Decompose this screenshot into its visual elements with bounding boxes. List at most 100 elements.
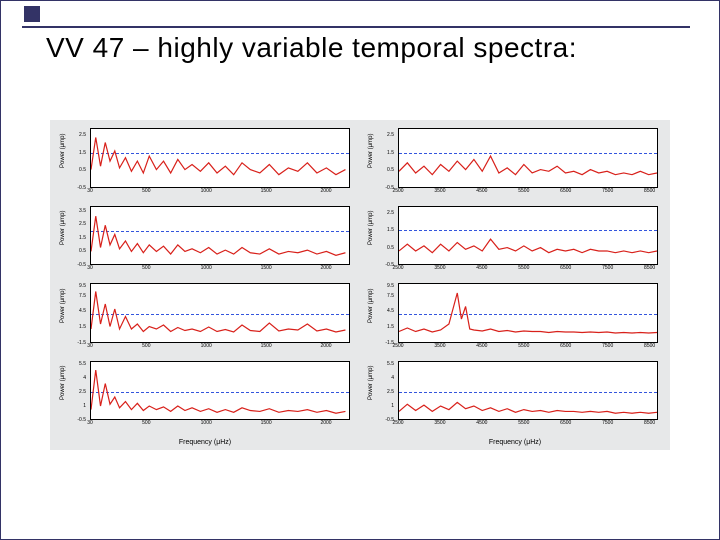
xtick-label: 1000 — [201, 343, 212, 349]
ytick-label: 2.5 — [387, 389, 394, 395]
xtick-label: 3500 — [434, 343, 445, 349]
xtick-label: 2500 — [392, 265, 403, 271]
xtick-label: 2000 — [320, 188, 331, 194]
xtick-label: 6500 — [560, 343, 571, 349]
xtick-label: 500 — [142, 188, 150, 194]
yaxis-label: Power (μmp) — [60, 390, 66, 400]
plot-box — [398, 128, 658, 188]
xtick-label: 2500 — [392, 343, 403, 349]
yaxis-label: Power (μmp) — [60, 158, 66, 168]
yaxis-ticks: -0.50.51.52.5 — [380, 206, 396, 266]
ytick-label: 1.5 — [387, 150, 394, 156]
ytick-label: 2.5 — [79, 389, 86, 395]
power-spectrum-line — [399, 129, 657, 187]
xtick-label: 7500 — [602, 265, 613, 271]
power-spectrum-line — [399, 284, 657, 342]
ytick-label: 2.5 — [387, 210, 394, 216]
xtick-label: 4500 — [476, 343, 487, 349]
yaxis-ticks: -0.50.51.52.53.5 — [72, 206, 88, 266]
ytick-label: 0.5 — [387, 245, 394, 251]
spectrum-panel: Power (μmp)-1.51.54.57.59.52500350045005… — [366, 281, 662, 355]
spectrum-panel: Power (μmp)-0.512.545.525003500450055006… — [366, 359, 662, 433]
xtick-label: 1500 — [261, 265, 272, 271]
ytick-label: -0.5 — [77, 185, 86, 191]
ytick-label: 7.5 — [387, 293, 394, 299]
yaxis-label: Power (μmp) — [368, 158, 374, 168]
xaxis-ticks: 2500350045005500650075008500 — [398, 265, 658, 275]
xtick-label: 3500 — [434, 420, 445, 426]
ytick-label: 0.5 — [79, 248, 86, 254]
plot-box — [90, 283, 350, 343]
xtick-label: 8500 — [644, 343, 655, 349]
xtick-label: 30 — [87, 265, 93, 271]
xtick-label: 2500 — [392, 420, 403, 426]
ytick-label: 5.5 — [79, 361, 86, 367]
yaxis-label: Power (μmp) — [368, 313, 374, 323]
yaxis-ticks: -1.51.54.57.59.5 — [72, 283, 88, 343]
xtick-label: 2000 — [320, 420, 331, 426]
xtick-label: 500 — [142, 265, 150, 271]
spectrum-panel: Power (μmp)-0.50.51.52.53.53050010001500… — [58, 204, 354, 278]
chart-grid: Frequency (μHz) Frequency (μHz) Power (μ… — [50, 120, 670, 450]
ytick-label: 0.5 — [79, 167, 86, 173]
xtick-label: 6500 — [560, 265, 571, 271]
xtick-label: 6500 — [560, 420, 571, 426]
ytick-label: 1 — [391, 403, 394, 409]
xtick-label: 1000 — [201, 265, 212, 271]
xtick-label: 30 — [87, 343, 93, 349]
yaxis-label: Power (μmp) — [368, 235, 374, 245]
ytick-label: 9.5 — [79, 283, 86, 289]
title-underline — [22, 26, 690, 28]
xtick-label: 8500 — [644, 188, 655, 194]
xtick-label: 2000 — [320, 265, 331, 271]
yaxis-ticks: -0.5 1 2.5 4 5.5 — [72, 361, 88, 421]
spectrum-panel: Power (μmp)-0.50.51.52.53050010001500200… — [58, 126, 354, 200]
xtick-label: 1000 — [201, 420, 212, 426]
ytick-label: 4 — [391, 375, 394, 381]
xtick-label: 5500 — [518, 343, 529, 349]
ytick-label: 1.5 — [387, 227, 394, 233]
ytick-label: 2.5 — [387, 132, 394, 138]
yaxis-label: Power (μmp) — [60, 313, 66, 323]
xtick-label: 4500 — [476, 420, 487, 426]
ytick-label: 5.5 — [387, 361, 394, 367]
xtick-label: 1500 — [261, 343, 272, 349]
xtick-label: 6500 — [560, 188, 571, 194]
xtick-label: 1000 — [201, 188, 212, 194]
ytick-label: 1.5 — [79, 324, 86, 330]
yaxis-ticks: -1.51.54.57.59.5 — [380, 283, 396, 343]
ytick-label: 4 — [83, 375, 86, 381]
xtick-label: 7500 — [602, 188, 613, 194]
power-spectrum-line — [91, 207, 349, 265]
xtick-label: 5500 — [518, 420, 529, 426]
xaxis-ticks: 2500350045005500650075008500 — [398, 188, 658, 198]
plot-box — [90, 361, 350, 421]
xtick-label: 30 — [87, 188, 93, 194]
ytick-label: 4.5 — [387, 308, 394, 314]
xtick-label: 3500 — [434, 265, 445, 271]
plot-box — [90, 128, 350, 188]
ytick-label: 9.5 — [387, 283, 394, 289]
ytick-label: 1 — [83, 403, 86, 409]
yaxis-ticks: -0.50.51.52.5 — [380, 128, 396, 188]
xtick-label: 3500 — [434, 188, 445, 194]
ytick-label: -0.5 — [77, 262, 86, 268]
ytick-label: 0.5 — [387, 167, 394, 173]
xaxis-label-right: Frequency (μHz) — [489, 439, 541, 446]
xaxis-label-left: Frequency (μHz) — [179, 439, 231, 446]
spectrum-panel: Power (μmp)-1.51.54.57.59.53050010001500… — [58, 281, 354, 355]
xtick-label: 30 — [87, 420, 93, 426]
xaxis-ticks: 30 500 1000 1500 2000 — [90, 188, 350, 198]
xtick-label: 1500 — [261, 188, 272, 194]
xaxis-ticks: 30500100015002000 — [90, 420, 350, 430]
ytick-label: 1.5 — [79, 235, 86, 241]
yaxis-ticks: -0.50.51.52.5 — [72, 128, 88, 188]
spectrum-panel: Power (μmp)-0.50.51.52.52500350045005500… — [366, 126, 662, 200]
xtick-label: 5500 — [518, 188, 529, 194]
ytick-label: -0.5 — [77, 417, 86, 423]
xtick-label: 8500 — [644, 420, 655, 426]
ytick-label: 7.5 — [79, 293, 86, 299]
ytick-label: 4.5 — [79, 308, 86, 314]
yaxis-ticks: -0.512.545.5 — [380, 361, 396, 421]
xaxis-ticks: 30500100015002000 — [90, 343, 350, 353]
